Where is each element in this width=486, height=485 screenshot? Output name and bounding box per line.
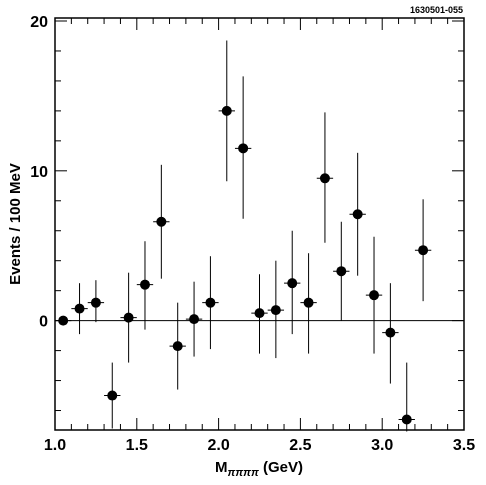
point-marker xyxy=(401,414,412,425)
point-marker xyxy=(172,341,183,352)
data-point xyxy=(234,76,252,219)
data-point xyxy=(71,283,88,335)
data-point xyxy=(382,283,399,384)
x-tick-label: 3.0 xyxy=(371,437,393,454)
x-axis-title: Mππππ (GeV) xyxy=(215,459,303,479)
data-point xyxy=(104,362,121,429)
x-axis-ticks: 1.0 1.5 2.0 2.5 3.0 3.5 xyxy=(44,18,475,454)
point-marker xyxy=(270,305,281,316)
data-point xyxy=(316,112,334,243)
point-marker xyxy=(418,245,429,256)
y-axis-ticks: 0 10 20 xyxy=(30,14,464,412)
data-point xyxy=(55,315,72,326)
data-point xyxy=(202,256,219,350)
x-tick-label: 2.0 xyxy=(207,437,229,454)
point-marker xyxy=(107,390,118,401)
plot-frame xyxy=(54,17,465,431)
point-marker xyxy=(189,314,200,325)
data-point xyxy=(153,164,170,279)
y-tick-label: 20 xyxy=(30,14,48,31)
data-point xyxy=(398,362,415,432)
data-points xyxy=(55,40,432,432)
x-tick-label: 1.0 xyxy=(44,437,66,454)
data-point xyxy=(267,260,285,359)
x-axis-title-unit: (GeV) xyxy=(259,459,303,476)
data-point xyxy=(349,152,366,276)
point-marker xyxy=(205,297,216,308)
data-point xyxy=(136,241,154,330)
point-marker xyxy=(352,209,363,220)
x-axis-title-subscript: ππππ xyxy=(227,467,258,479)
x-tick-label: 2.5 xyxy=(289,437,311,454)
x-tick-label: 1.5 xyxy=(126,437,148,454)
data-point xyxy=(414,199,432,302)
point-marker xyxy=(303,297,314,308)
data-point xyxy=(333,221,350,321)
y-axis-title: Events / 100 MeV xyxy=(7,163,24,285)
y-tick-label: 10 xyxy=(30,164,48,181)
figure-id-label: 1630501-055 xyxy=(410,5,463,15)
point-marker xyxy=(319,173,330,184)
point-marker xyxy=(385,327,396,338)
data-point xyxy=(365,236,383,354)
data-point xyxy=(300,253,317,354)
data-point xyxy=(218,40,235,182)
point-marker xyxy=(287,278,298,289)
point-marker xyxy=(238,143,249,154)
data-point xyxy=(185,281,203,357)
data-point xyxy=(284,230,301,335)
point-marker xyxy=(369,290,380,301)
point-marker xyxy=(254,308,265,319)
point-marker xyxy=(74,303,85,314)
y-tick-label: 0 xyxy=(39,314,48,331)
x-axis-title-main: M xyxy=(215,459,228,476)
x-tick-label: 3.5 xyxy=(453,437,475,454)
point-marker xyxy=(139,279,150,290)
point-marker xyxy=(221,105,232,116)
point-marker xyxy=(58,315,69,326)
data-point xyxy=(251,274,268,354)
data-point xyxy=(120,272,137,363)
point-marker xyxy=(90,297,101,308)
point-marker xyxy=(336,266,347,277)
point-marker xyxy=(123,312,134,323)
point-marker xyxy=(156,216,167,227)
data-point xyxy=(87,280,105,323)
data-point xyxy=(169,302,186,390)
